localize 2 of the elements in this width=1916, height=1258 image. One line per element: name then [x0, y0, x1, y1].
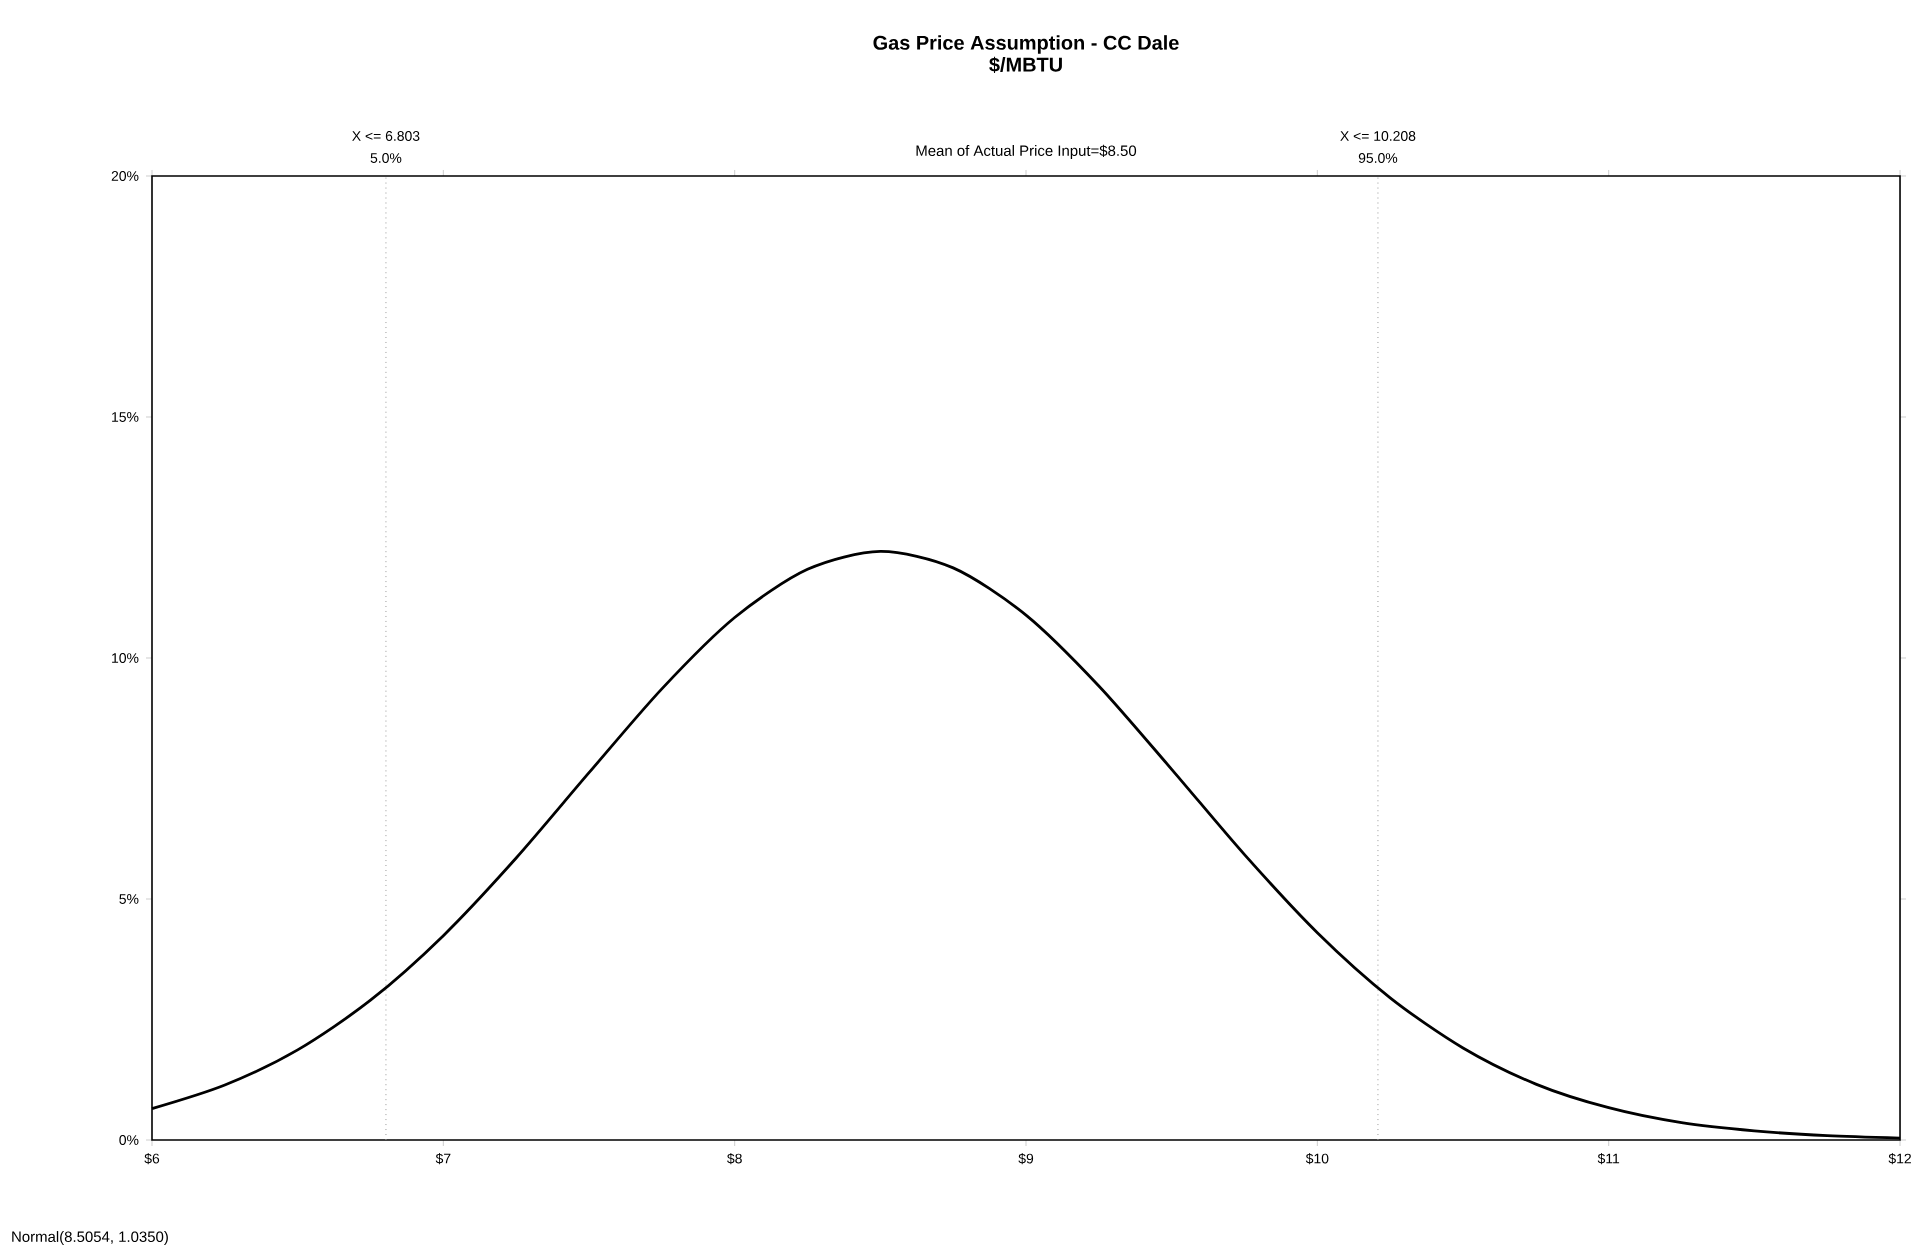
- chart-title: Gas Price Assumption - CC Dale: [873, 35, 1179, 54]
- chart-subtitle: $/MBTU: [989, 56, 1062, 73]
